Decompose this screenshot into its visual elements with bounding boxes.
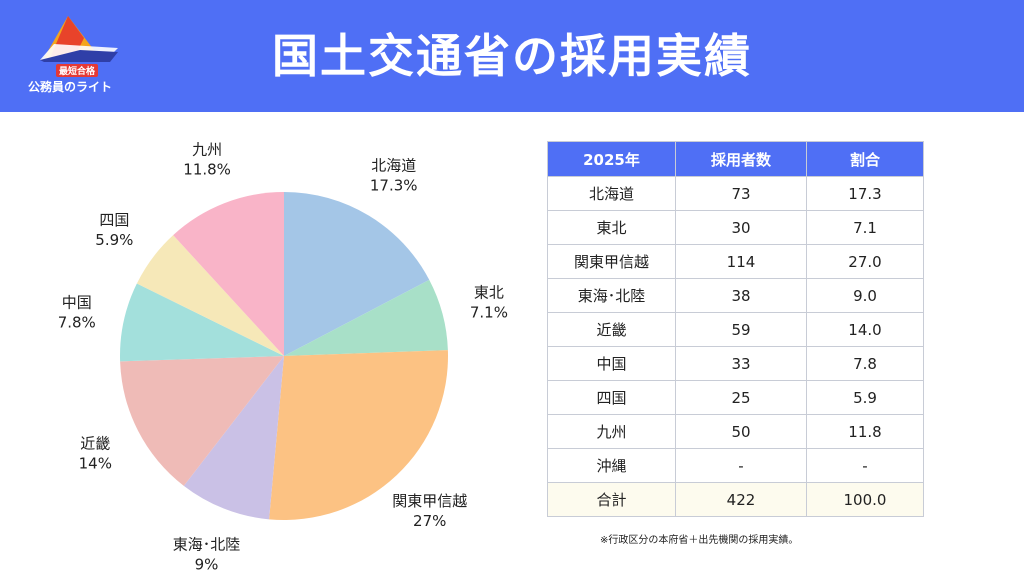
logo: 最短合格 公務員のライト bbox=[28, 14, 138, 98]
table-row: 四国 25 5.9 bbox=[547, 380, 924, 415]
table-cell: 中国 bbox=[547, 346, 676, 381]
table-cell: 四国 bbox=[547, 380, 676, 415]
table-row: 合計 422 100.0 bbox=[547, 482, 924, 517]
table-cell: 7.8 bbox=[806, 346, 924, 381]
slice-percent-label: 7.1% bbox=[470, 304, 508, 322]
slice-label: 関東甲信越 bbox=[392, 492, 467, 510]
pie-chart-svg: 北海道 17.3% 東北 7.1% 関東甲信越 27% 東海･北陸 9% 近畿 14% 中国 7.8%… bbox=[58, 140, 508, 573]
column-header: 割合 bbox=[806, 141, 924, 177]
table-cell: 14.0 bbox=[806, 312, 924, 347]
table-cell: 関東甲信越 bbox=[547, 244, 676, 279]
table-cell: 九州 bbox=[547, 414, 676, 449]
slice-percent-label: 9% bbox=[195, 555, 219, 573]
slice-label: 中国 bbox=[62, 293, 92, 311]
table-row: 中国 33 7.8 bbox=[547, 346, 924, 381]
pie-slice bbox=[183, 356, 284, 520]
slice-label: 九州 bbox=[192, 140, 222, 158]
table-row: 東海･北陸 38 9.0 bbox=[547, 278, 924, 313]
pie-chart: 北海道 17.3% 東北 7.1% 関東甲信越 27% 東海･北陸 9% 近畿 14% 中国 7.8%… bbox=[0, 112, 540, 576]
pie-slice bbox=[119, 283, 284, 362]
slice-percent-label: 7.8% bbox=[58, 313, 96, 331]
pie-slice bbox=[173, 192, 284, 356]
pie-slice bbox=[284, 279, 448, 356]
table-row: 九州 50 11.8 bbox=[547, 414, 924, 449]
table-cell: 38 bbox=[675, 278, 807, 313]
table-cell: 東海･北陸 bbox=[547, 278, 676, 313]
page-title: 国土交通省の採用実績 bbox=[272, 29, 752, 83]
table-cell: 5.9 bbox=[806, 380, 924, 415]
table-cell: 422 bbox=[675, 482, 807, 517]
table-cell: 33 bbox=[675, 346, 807, 381]
table-cell: 100.0 bbox=[806, 482, 924, 517]
table-cell: - bbox=[675, 448, 807, 483]
pie-slice bbox=[120, 356, 285, 486]
slice-label: 北海道 bbox=[371, 157, 416, 175]
slice-percent-label: 14% bbox=[79, 455, 112, 473]
pie-slice bbox=[136, 235, 284, 356]
table-cell: 近畿 bbox=[547, 312, 676, 347]
table-cell: 73 bbox=[675, 176, 807, 211]
slice-label: 近畿 bbox=[80, 435, 110, 453]
logo-mountain-icon bbox=[40, 16, 118, 62]
slice-percent-label: 17.3% bbox=[370, 177, 418, 195]
table-cell: 北海道 bbox=[547, 176, 676, 211]
table-cell: 東北 bbox=[547, 210, 676, 245]
table-cell: 7.1 bbox=[806, 210, 924, 245]
table-cell: 59 bbox=[675, 312, 807, 347]
header-bar: 最短合格 公務員のライト 国土交通省の採用実績 bbox=[0, 0, 1024, 112]
table-cell: 合計 bbox=[547, 482, 676, 517]
data-table: 2025年 採用者数 割合 北海道 73 17.3 東北 30 7.1 関東甲信越 114 27… bbox=[547, 141, 924, 517]
pie-slice bbox=[269, 350, 448, 520]
column-header: 2025年 bbox=[547, 141, 676, 177]
slice-percent-label: 5.9% bbox=[95, 231, 133, 249]
table-row: 関東甲信越 114 27.0 bbox=[547, 244, 924, 279]
table-cell: 50 bbox=[675, 414, 807, 449]
table-cell: 11.8 bbox=[806, 414, 924, 449]
table-cell: 9.0 bbox=[806, 278, 924, 313]
footnote: ※行政区分の本府省＋出先機関の採用実績。 bbox=[600, 535, 799, 546]
pie-slice bbox=[284, 192, 430, 356]
slice-percent-label: 11.8% bbox=[183, 160, 231, 178]
slice-label: 東北 bbox=[474, 284, 504, 302]
table-cell: 114 bbox=[675, 244, 807, 279]
logo-badge: 最短合格 bbox=[56, 64, 99, 77]
table-row: 沖縄 - - bbox=[547, 448, 924, 483]
slice-percent-label: 27% bbox=[413, 512, 446, 530]
slice-label: 東海･北陸 bbox=[173, 535, 241, 553]
table-row: 東北 30 7.1 bbox=[547, 210, 924, 245]
logo-text: 公務員のライト bbox=[28, 80, 113, 94]
table-cell: 30 bbox=[675, 210, 807, 245]
table-cell: 27.0 bbox=[806, 244, 924, 279]
column-header: 採用者数 bbox=[675, 141, 807, 177]
table-cell: 25 bbox=[675, 380, 807, 415]
table-header-row: 2025年 採用者数 割合 bbox=[547, 141, 924, 177]
table-row: 北海道 73 17.3 bbox=[547, 176, 924, 211]
table-row: 近畿 59 14.0 bbox=[547, 312, 924, 347]
table-cell: - bbox=[806, 448, 924, 483]
table-cell: 沖縄 bbox=[547, 448, 676, 483]
slice-label: 四国 bbox=[99, 211, 129, 229]
table-cell: 17.3 bbox=[806, 176, 924, 211]
